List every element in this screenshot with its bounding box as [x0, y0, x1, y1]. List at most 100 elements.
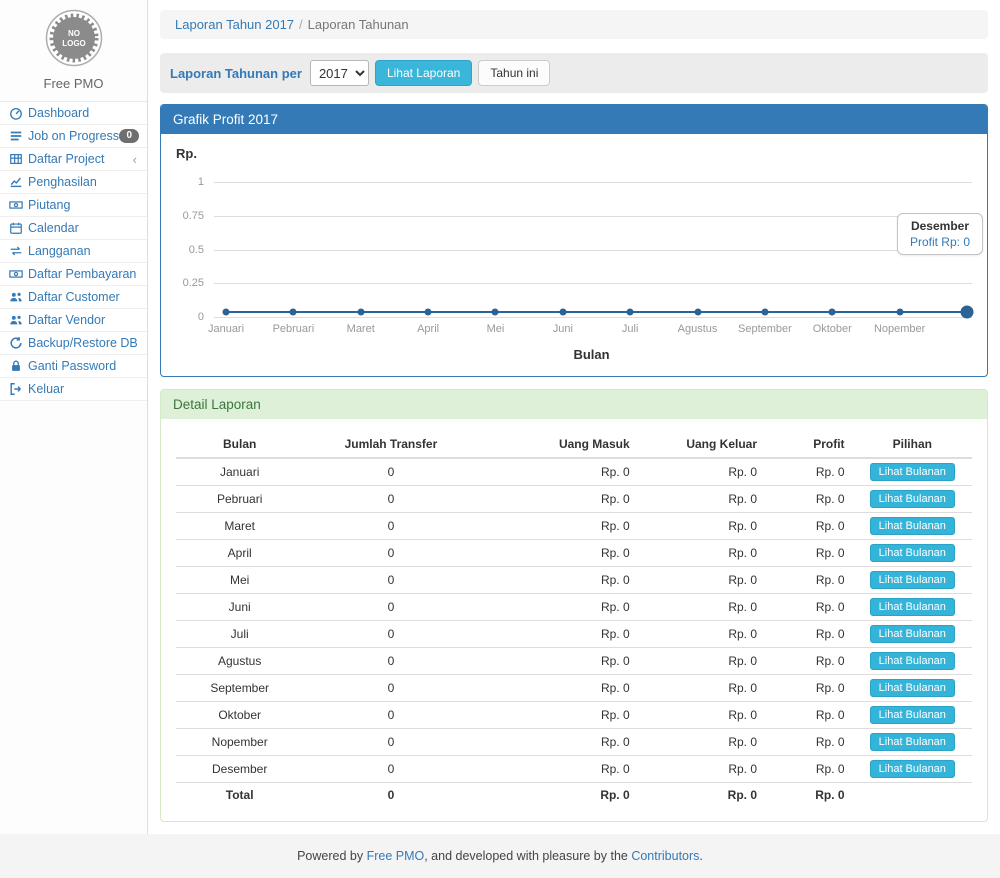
sidebar-item-keluar[interactable]: Keluar [0, 378, 147, 401]
sidebar-item-job-on-progress[interactable]: Job on Progress 0 [0, 125, 147, 148]
chart-point[interactable] [694, 308, 702, 316]
sidebar-item-daftar-customer[interactable]: Daftar Customer [0, 286, 147, 309]
table-row: Mei 0 Rp. 0 Rp. 0 Rp. 0 Lihat Bulanan [176, 566, 972, 594]
table-row: Juli 0 Rp. 0 Rp. 0 Rp. 0 Lihat Bulanan [176, 620, 972, 648]
table-row: Januari 0 Rp. 0 Rp. 0 Rp. 0 Lihat Bulanan [176, 458, 972, 486]
chart-panel-title: Grafik Profit 2017 [161, 105, 987, 134]
chart-point[interactable] [828, 308, 836, 316]
lihat-bulanan-button[interactable]: Lihat Bulanan [869, 544, 955, 562]
y-tick-label: 0 [197, 311, 204, 323]
cell-uang-keluar: Rp. 0 [637, 728, 766, 756]
cell-uang-keluar: Rp. 0 [637, 512, 766, 540]
sidebar-item-backup-restore-db[interactable]: Backup/Restore DB [0, 332, 147, 355]
chart-point-active[interactable] [960, 305, 974, 319]
cell-bulan: Desember [176, 755, 304, 783]
lihat-bulanan-button[interactable]: Lihat Bulanan [869, 760, 955, 778]
table-row: Agustus 0 Rp. 0 Rp. 0 Rp. 0 Lihat Bulanan [176, 647, 972, 675]
lihat-bulanan-button[interactable]: Lihat Bulanan [869, 706, 955, 724]
users-icon [7, 290, 24, 304]
lihat-bulanan-button[interactable]: Lihat Bulanan [869, 652, 955, 670]
sidebar-item-langganan[interactable]: Langganan [0, 240, 147, 263]
col-header-uang-masuk: Uang Masuk [478, 431, 638, 459]
lihat-bulanan-button[interactable]: Lihat Bulanan [869, 733, 955, 751]
gridline-rule [214, 317, 972, 318]
cell-uang-keluar: Rp. 0 [637, 620, 766, 648]
sidebar-item-piutang[interactable]: Piutang [0, 194, 147, 217]
lihat-bulanan-button[interactable]: Lihat Bulanan [869, 598, 955, 616]
chart-point[interactable] [357, 308, 365, 316]
money-icon [7, 198, 24, 212]
chart-point[interactable] [761, 308, 769, 316]
cell-uang-keluar: Rp. 0 [637, 674, 766, 702]
sidebar-item-label: Ganti Password [28, 359, 117, 373]
chevron-left-icon: ‹ [132, 151, 137, 167]
chart-point[interactable] [289, 308, 297, 316]
chart-point[interactable] [491, 308, 499, 316]
footer-text: Powered by Free PMO, and developed with … [297, 849, 703, 863]
cell-pilihan: Lihat Bulanan [852, 539, 972, 567]
lihat-bulanan-button[interactable]: Lihat Bulanan [869, 517, 955, 535]
cell-profit: Rp. 0 [765, 647, 853, 675]
lihat-bulanan-button[interactable]: Lihat Bulanan [869, 463, 955, 481]
x-tick-label: April [417, 323, 440, 335]
cell-uang-keluar: Rp. 0 [637, 539, 766, 567]
table-row: Juni 0 Rp. 0 Rp. 0 Rp. 0 Lihat Bulanan [176, 593, 972, 621]
sidebar-item-penghasilan[interactable]: Penghasilan [0, 171, 147, 194]
x-tick-label: Agustus [677, 323, 718, 335]
breadcrumb-link-laporan-tahun[interactable]: Laporan Tahun 2017 [175, 17, 295, 32]
tahun-ini-button[interactable]: Tahun ini [478, 60, 551, 86]
cell-profit: Rp. 0 [765, 728, 853, 756]
table-row: Maret 0 Rp. 0 Rp. 0 Rp. 0 Lihat Bulanan [176, 512, 972, 540]
gridline-rule [214, 182, 972, 183]
gridline: 0.75 [176, 210, 972, 222]
lihat-bulanan-button[interactable]: Lihat Bulanan [869, 571, 955, 589]
lihat-bulanan-button[interactable]: Lihat Bulanan [869, 679, 955, 697]
cell-pilihan: Lihat Bulanan [852, 755, 972, 783]
report-table: Bulan Jumlah Transfer Uang Masuk Uang Ke… [176, 431, 972, 807]
sidebar-item-calendar[interactable]: Calendar [0, 217, 147, 240]
chart-point[interactable] [424, 308, 432, 316]
gridline-rule [214, 215, 972, 217]
money-icon [7, 267, 24, 281]
detail-panel-body: Bulan Jumlah Transfer Uang Masuk Uang Ke… [161, 419, 987, 821]
cell-uang-masuk: Rp. 0 [478, 485, 638, 513]
lihat-bulanan-button[interactable]: Lihat Bulanan [869, 625, 955, 643]
chart-point[interactable] [896, 308, 904, 316]
contributors-link[interactable]: Contributors [631, 848, 700, 863]
sidebar-item-daftar-pembayaran[interactable]: Daftar Pembayaran [0, 263, 147, 286]
free-pmo-link[interactable]: Free PMO [366, 848, 425, 863]
cell-bulan: Agustus [176, 647, 304, 675]
year-select[interactable]: 2017 [309, 60, 369, 86]
lihat-bulanan-button[interactable]: Lihat Bulanan [869, 490, 955, 508]
logo-text-line2: LOGO [62, 39, 86, 48]
cell-uang-keluar: Rp. 0 [637, 485, 766, 513]
x-tick-label: Maret [346, 323, 375, 335]
chart-panel-body: Rp. 1 0.75 0.5 0.25 0 Desember Profit Rp: 0 … [161, 134, 987, 376]
sidebar-item-daftar-vendor[interactable]: Daftar Vendor [0, 309, 147, 332]
chart-point[interactable] [559, 308, 567, 316]
main-content: Laporan Tahun 2017 / Laporan Tahunan Lapor… [148, 0, 1000, 834]
x-tick-label: Mei [486, 323, 505, 335]
cell-pilihan: Lihat Bulanan [852, 728, 972, 756]
tooltip-value: Profit Rp: 0 [909, 235, 970, 249]
cell-profit: Rp. 0 [765, 566, 853, 594]
chart-point[interactable] [222, 308, 230, 316]
sidebar-item-daftar-project[interactable]: Daftar Project ‹ [0, 148, 147, 171]
sign-out-icon [7, 382, 24, 396]
cell-profit: Rp. 0 [765, 701, 853, 729]
sidebar-item-dashboard[interactable]: Dashboard [0, 102, 147, 125]
chart-point[interactable] [626, 308, 634, 316]
cell-pilihan: Lihat Bulanan [852, 512, 972, 540]
cell-jumlah-transfer: 0 [303, 485, 479, 513]
cell-pilihan: Lihat Bulanan [852, 647, 972, 675]
table-total-row: Total 0 Rp. 0 Rp. 0 Rp. 0 [176, 782, 972, 807]
cell-jumlah-transfer: 0 [303, 701, 479, 729]
lihat-laporan-button[interactable]: Lihat Laporan [374, 60, 473, 86]
cell-bulan: Mei [176, 566, 304, 594]
cell-uang-masuk: Rp. 0 [478, 701, 638, 729]
logo-text-line1: NO [68, 29, 80, 38]
cell-bulan: Juli [176, 620, 304, 648]
users-icon [7, 313, 24, 327]
cell-uang-masuk: Rp. 0 [478, 647, 638, 675]
sidebar-item-ganti-password[interactable]: Ganti Password [0, 355, 147, 378]
